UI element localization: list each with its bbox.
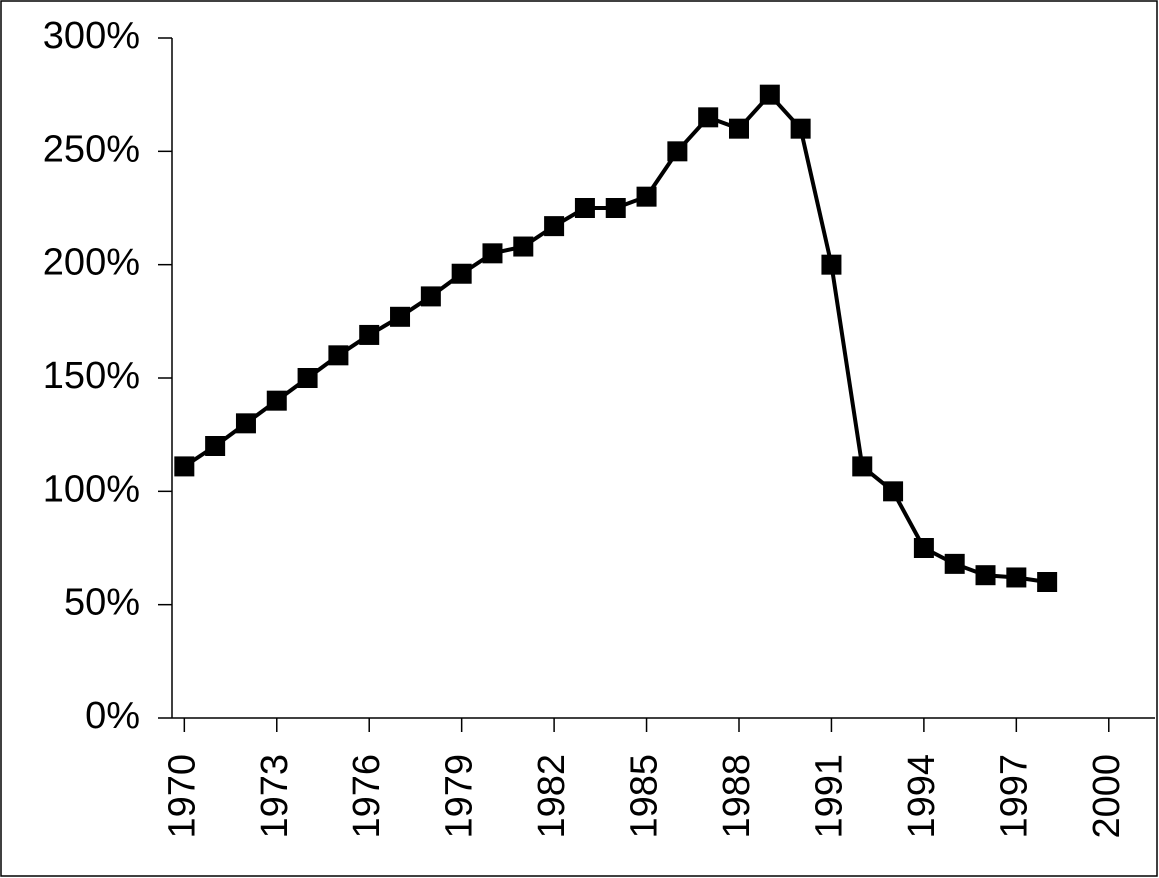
marker: [390, 306, 411, 327]
x-tick-label: 1976: [346, 754, 388, 839]
marker: [297, 368, 318, 388]
marker: [605, 198, 626, 218]
line: [183, 92, 1048, 584]
y-tick-label: 100%: [43, 468, 140, 510]
marker: [821, 254, 842, 275]
x-tick-label: 2000: [1086, 754, 1128, 839]
marker: [913, 538, 934, 558]
marker: [328, 345, 349, 366]
marker: [852, 456, 873, 477]
marker: [759, 84, 780, 105]
x-tick-label: 1979: [439, 754, 481, 839]
marker: [235, 413, 256, 434]
x-tick-label: 1973: [254, 754, 296, 839]
marker: [636, 186, 657, 207]
x-tick-label: 1970: [161, 754, 203, 839]
y-tick-label: 250%: [43, 128, 140, 170]
marker: [698, 107, 719, 128]
x-tick-label: 1988: [716, 754, 758, 839]
y-tick-label: 50%: [64, 582, 140, 624]
marker: [790, 118, 811, 139]
marker: [451, 263, 472, 284]
y-tick-label: 200%: [43, 242, 140, 284]
y-tick-label: 150%: [43, 355, 140, 397]
marker: [1037, 572, 1058, 592]
marker: [574, 198, 595, 218]
y-tick-label: 300%: [43, 15, 140, 57]
marker: [205, 436, 226, 456]
marker: [174, 456, 195, 477]
marker: [544, 216, 565, 237]
marker: [513, 236, 534, 257]
marker: [482, 243, 503, 264]
x-tick-label: 1997: [993, 754, 1035, 839]
x-tick-label: 1985: [624, 754, 666, 839]
marker: [1006, 567, 1027, 588]
marker: [728, 118, 749, 139]
x-tick-label: 1994: [901, 754, 943, 839]
x-tick-label: 1982: [531, 754, 573, 839]
marker: [420, 286, 441, 307]
x-tick-label: 1991: [808, 754, 850, 839]
marker: [359, 324, 380, 345]
marker: [975, 565, 996, 586]
marker: [883, 481, 904, 502]
y-tick-label: 0%: [85, 695, 140, 737]
marker: [944, 553, 965, 574]
marker: [266, 390, 287, 411]
marker: [667, 141, 688, 162]
